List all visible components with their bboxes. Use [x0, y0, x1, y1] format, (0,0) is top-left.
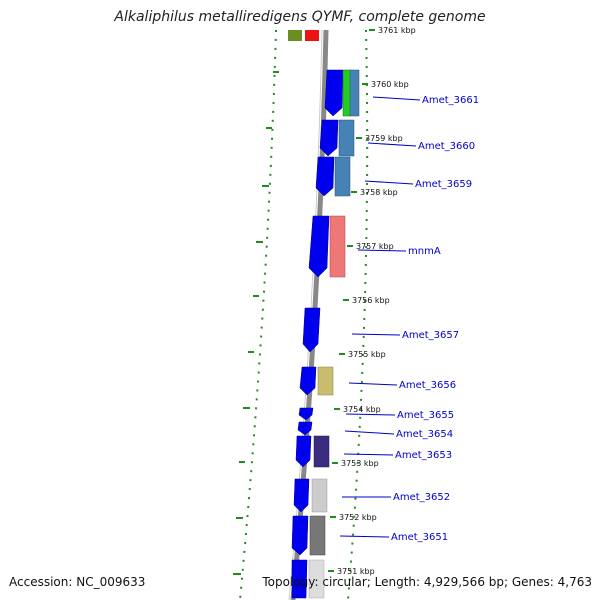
gene-label[interactable]: Amet_3659 [415, 179, 472, 190]
gene-label[interactable]: Amet_3655 [397, 410, 454, 421]
gc-content-track-inner [239, 29, 277, 600]
gene-labels: Amet_3661 Amet_3660 Amet_3659 mnmA Amet_3657… [339, 95, 479, 543]
kbp-tick-label: 3752 kbp [339, 513, 377, 522]
gene-label-line [345, 413, 396, 416]
gene-label[interactable]: Amet_3660 [418, 141, 475, 152]
kbp-tick-label: 3760 kbp [371, 80, 409, 89]
cds-arrow [291, 515, 309, 556]
cog-block [308, 559, 325, 599]
gene-label[interactable]: mnmA [408, 246, 441, 257]
gene-label-line [357, 249, 407, 252]
cog-block [334, 156, 351, 197]
gene-label[interactable]: Amet_3656 [399, 380, 456, 391]
cog-blocks [308, 69, 360, 599]
feature-partial-green [288, 30, 302, 41]
gene-label[interactable]: Amet_3653 [395, 450, 452, 461]
cds-arrow [299, 366, 317, 396]
gene-label-line [339, 535, 390, 538]
cds-arrow [302, 307, 321, 353]
accession-text: Accession: NC_009633 [9, 575, 146, 589]
gene-label-line [348, 382, 398, 386]
gene-label-line [351, 333, 401, 336]
topology-text: Topology: circular; Length: 4,929,566 bp… [262, 575, 592, 589]
kbp-ticks: 3761 kbp 3760 kbp 3759 kbp 3758 kbp 3757 kbp… [328, 26, 416, 576]
kbp-tick-label: 3751 kbp [337, 567, 375, 576]
gene-label-line [364, 180, 414, 185]
cds-arrow [297, 421, 313, 436]
gene-label[interactable]: Amet_3654 [396, 429, 453, 440]
gene-label-line [372, 96, 421, 101]
kbp-tick-label: 3755 kbp [348, 350, 386, 359]
cog-block [313, 435, 330, 468]
cog-block [349, 69, 360, 117]
kbp-tick-label: 3757 kbp [356, 242, 394, 251]
gene-label[interactable]: Amet_3651 [391, 532, 448, 543]
cog-block [311, 478, 328, 513]
gene-label-line [343, 453, 394, 456]
cds-arrow [315, 156, 335, 197]
cds-features [291, 69, 344, 599]
kbp-tick-label: 3756 kbp [352, 296, 390, 305]
gene-label[interactable]: Amet_3657 [402, 330, 459, 341]
cog-block [317, 366, 334, 396]
gene-label-line [367, 142, 417, 147]
kbp-tick-label: 3754 kbp [343, 405, 381, 414]
cds-arrow [324, 69, 344, 117]
gene-label-line [344, 430, 395, 435]
cog-block [329, 215, 346, 278]
cds-arrow [293, 478, 310, 513]
cds-arrow [308, 215, 330, 278]
cds-arrow [319, 119, 339, 157]
cds-arrow [291, 559, 308, 599]
cog-block [338, 119, 355, 157]
kbp-tick-label: 3753 kbp [341, 459, 379, 468]
gene-label[interactable]: Amet_3661 [422, 95, 479, 106]
kbp-tick-label: 3761 kbp [378, 26, 416, 35]
feature-partial-red [305, 30, 319, 41]
map-title: Alkaliphilus metalliredigens QYMF, compl… [114, 9, 486, 25]
cog-block [309, 515, 326, 556]
kbp-tick-label: 3758 kbp [360, 188, 398, 197]
cds-arrow [295, 435, 312, 468]
gene-label[interactable]: Amet_3652 [393, 492, 450, 503]
gc-skew-marks [233, 71, 279, 575]
cds-arrow [298, 407, 314, 421]
kbp-tick-label: 3759 kbp [365, 134, 403, 143]
